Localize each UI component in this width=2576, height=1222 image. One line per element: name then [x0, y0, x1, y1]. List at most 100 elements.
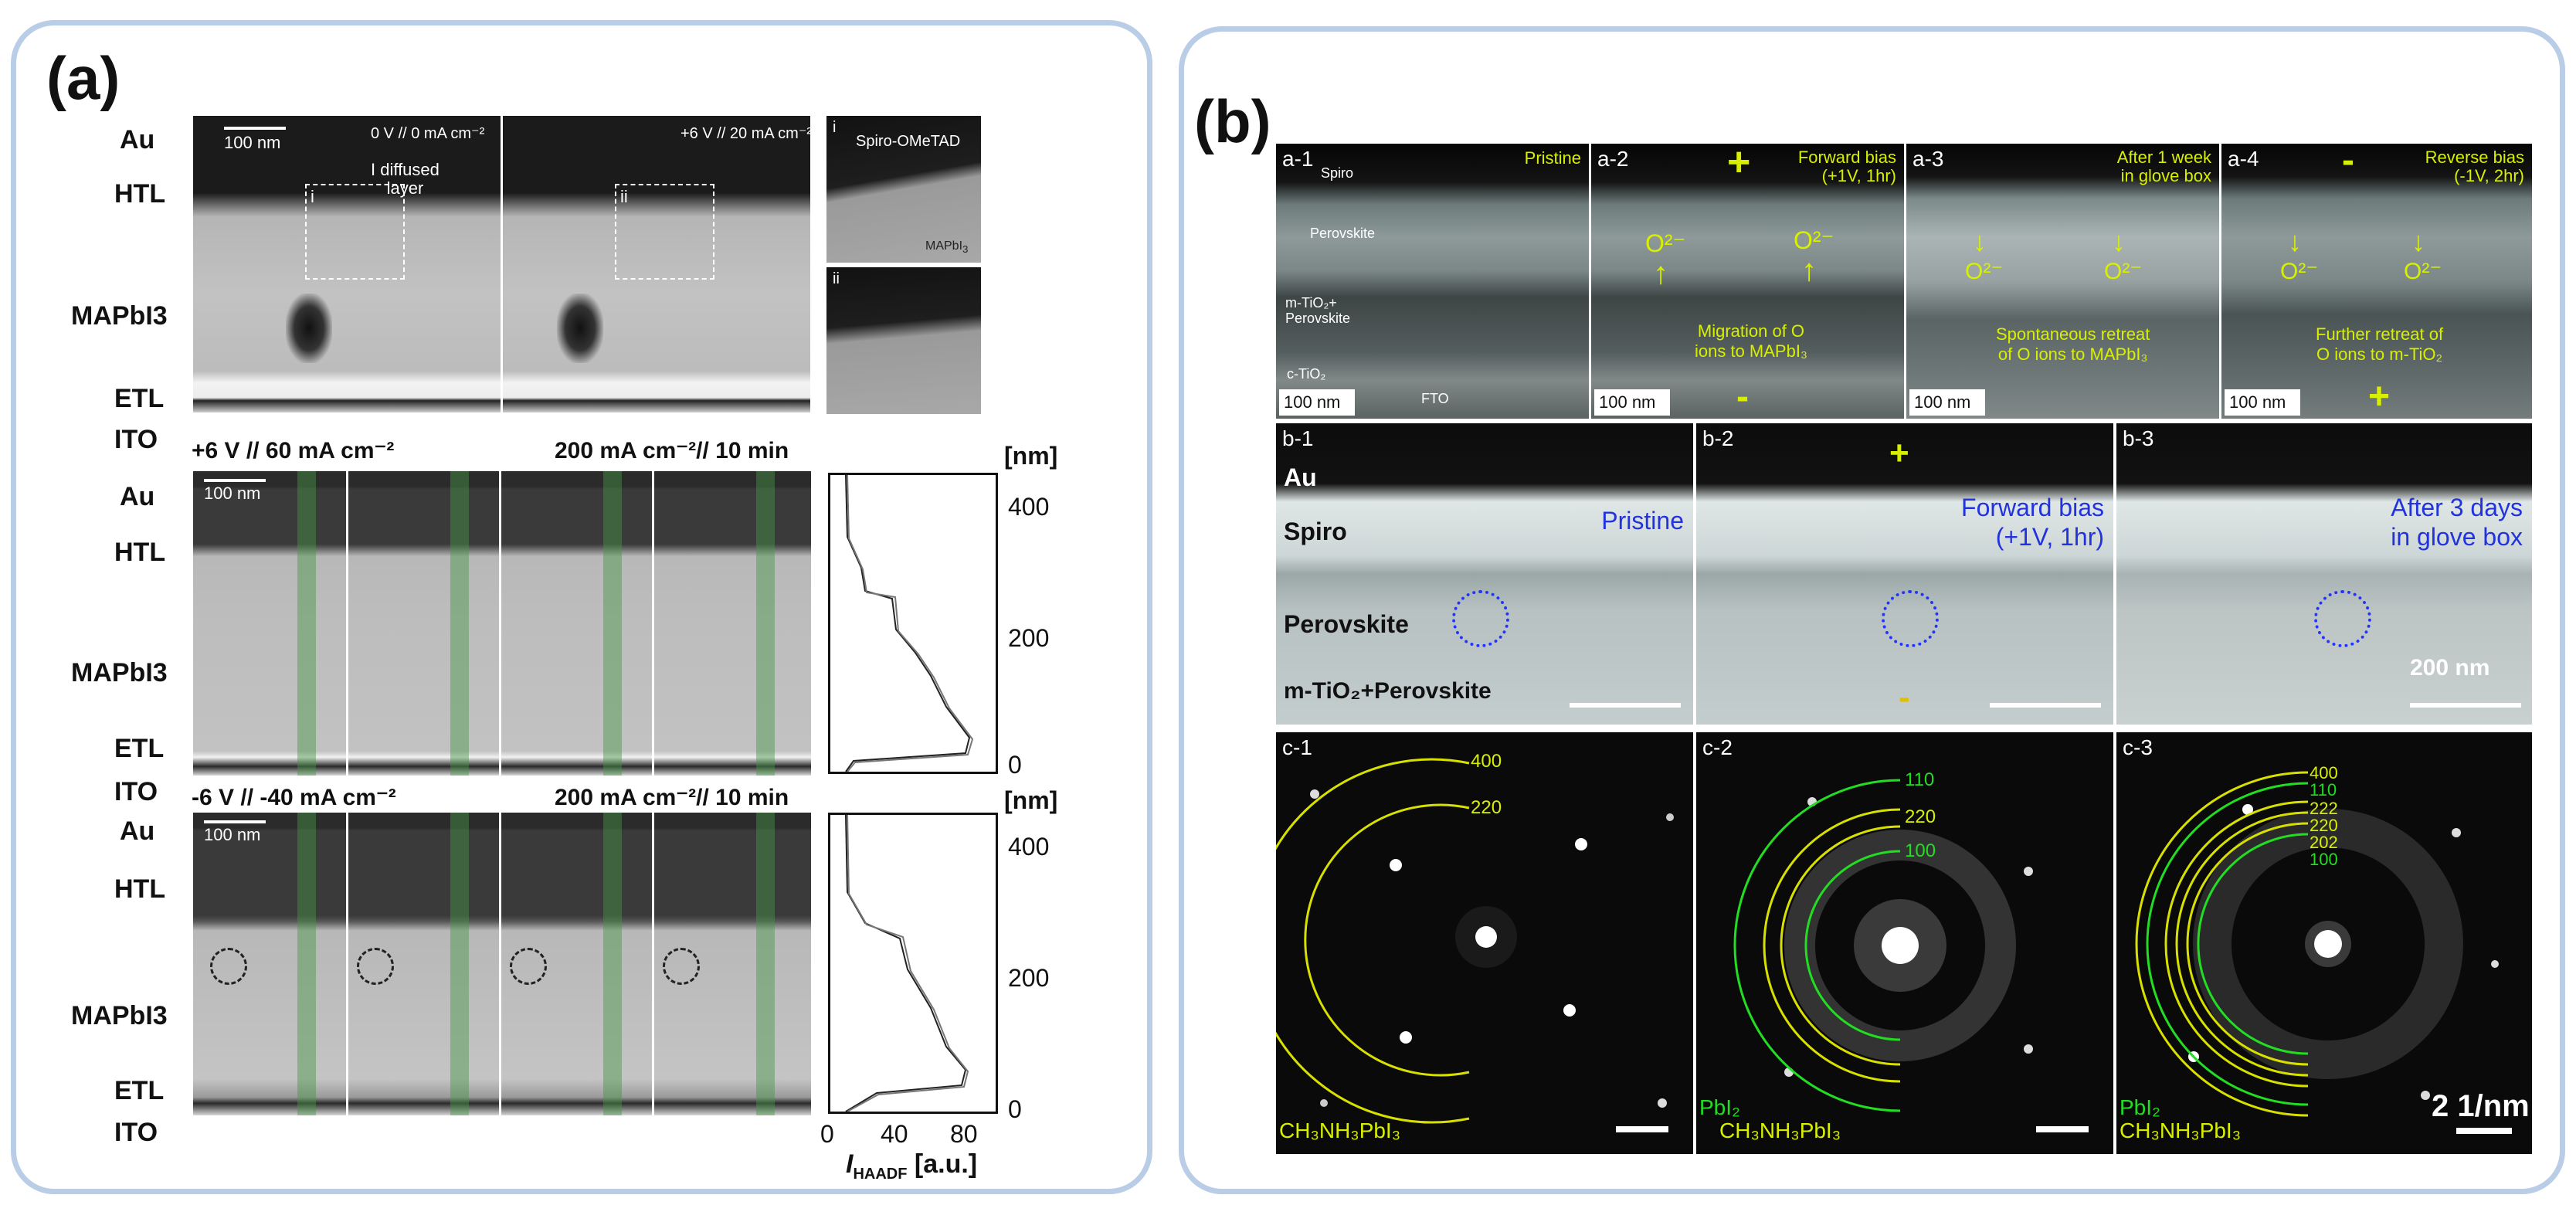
- x-axis-label: IHAADF [a.u.]: [846, 1149, 978, 1183]
- tem-image-top-right: ii +6 V // 20 mA cm⁻²: [503, 116, 810, 412]
- layer-label-au-top: Au: [120, 125, 155, 154]
- x-tick-label: 40: [881, 1120, 908, 1148]
- condition-label: 0 V // 0 mA cm⁻²: [371, 125, 485, 142]
- layer-label-ito-top: ITO: [114, 425, 158, 454]
- sem-image-a1: a-1 Pristine Spiro Perovskite m-TiO₂+ Pe…: [1276, 144, 1589, 419]
- void-dark-region: [557, 294, 603, 363]
- tem-image-top-left: i 100 nm 0 V // 0 mA cm⁻² I diffused laye…: [193, 116, 501, 412]
- scale-label: 100 nm: [2229, 392, 2286, 412]
- inset-image-i: i Spiro-OMeTAD MAPbI3: [826, 116, 981, 263]
- up-arrow-icon: ↑: [1653, 256, 1668, 290]
- layer-label-mapbi-bot: MAPbI3: [71, 1001, 168, 1030]
- panel-a-letter: (a): [46, 44, 120, 112]
- sub-panel-id: a-4: [2228, 147, 2259, 171]
- ring-index-label: 220: [1471, 797, 1502, 818]
- condition-label: +6 V // 20 mA cm⁻²: [680, 125, 810, 142]
- frame-divider: [652, 813, 654, 1115]
- sub-panel-id: c-1: [1282, 735, 1312, 759]
- oxygen-ion-label: O²⁻: [1965, 259, 2004, 284]
- diffraction-c1: c-1 400 220 CH₃NH₃PbI₃: [1276, 732, 1693, 1154]
- scale-label: 100 nm: [204, 825, 261, 844]
- caption-after-1-week: After 1 week in glove box: [2116, 148, 2211, 185]
- layer-label-htl-top: HTL: [114, 179, 166, 209]
- void-marker-circle: [510, 948, 547, 985]
- ring-index-label: 100: [1905, 840, 1936, 861]
- bottom-condition-left: -6 V // -40 mA cm⁻²: [192, 785, 396, 810]
- line-profile-strip: [603, 471, 622, 776]
- y-axis-unit: [nm]: [1004, 442, 1058, 470]
- frame-divider: [346, 813, 348, 1115]
- layer-label-au-bot: Au: [120, 816, 155, 846]
- region-label-i: i: [311, 187, 314, 206]
- minus-sign: -: [1736, 376, 1749, 417]
- scale-bar: [204, 820, 266, 823]
- scale-label: 200 nm: [2410, 655, 2490, 681]
- scale-bar: [1570, 703, 1681, 708]
- layer-label-ito-mid: ITO: [114, 777, 158, 806]
- tem-strip-bottom: 100 nm: [193, 813, 811, 1115]
- frame-divider: [346, 471, 348, 776]
- scale-bar: [224, 127, 286, 130]
- region-label-ii: ii: [620, 187, 628, 206]
- y-axis-unit: [nm]: [1004, 786, 1058, 814]
- layer-label-au: Au: [1284, 463, 1317, 491]
- scale-label: 100 nm: [224, 133, 281, 152]
- haadf-profile-middle: [828, 473, 998, 774]
- diffraction-c3: c-3 400 110 222 220 202 100 PbI₂ CH₃NH₃P…: [2116, 732, 2532, 1154]
- sub-panel-id: b-2: [1702, 426, 1734, 450]
- sub-panel-id: c-2: [1702, 735, 1733, 759]
- layer-label-etl-mid: ETL: [114, 734, 165, 763]
- ring-index-label: 400: [1471, 751, 1502, 772]
- void-marker-circle: [663, 948, 700, 985]
- scale-bar: [204, 479, 266, 482]
- haadf-profile-curve: [845, 815, 969, 1112]
- layer-label-ito-bot: ITO: [114, 1118, 158, 1147]
- phase-label-pbi2: PbI₂: [2120, 1095, 2160, 1119]
- sem-image-a4: a-4 - Reverse bias (-1V, 2hr) ↓ ↓ O²⁻ O²⁻…: [2221, 144, 2532, 419]
- layer-label-htl-bot: HTL: [114, 874, 166, 904]
- down-arrow-icon: ↓: [2288, 226, 2302, 257]
- line-profile-strip: [450, 813, 469, 1115]
- oxygen-ion-label: O²⁻: [2404, 259, 2442, 284]
- minus-sign: -: [2342, 144, 2354, 181]
- tem-strip-middle: 100 nm: [193, 471, 811, 776]
- layer-label-au-mid: Au: [120, 482, 155, 511]
- sem-image-a3: a-3 After 1 week in glove box ↓ ↓ O²⁻ O²⁻…: [1906, 144, 2219, 419]
- bottom-condition-right: 200 mA cm⁻²// 10 min: [555, 785, 789, 810]
- phase-label-mapbi: CH₃NH₃PbI₃: [2120, 1118, 2242, 1142]
- scale-bar-box: [1279, 389, 1355, 416]
- up-arrow-icon: ↑: [1801, 253, 1817, 287]
- frame-divider: [652, 471, 654, 776]
- plus-sign: +: [1889, 434, 1909, 472]
- highlight-circle: [2314, 590, 2371, 647]
- middle-condition-left: +6 V // 60 mA cm⁻²: [192, 438, 395, 463]
- diffused-region-box: [615, 184, 714, 280]
- diffraction-rings: [1733, 779, 2033, 1112]
- oxygen-ion-label: O²⁻: [2104, 259, 2143, 284]
- line-profile-strip: [756, 471, 775, 776]
- scale-bar-box: [2225, 389, 2300, 416]
- scale-bar: [1616, 1126, 1668, 1132]
- line-profile-strip: [450, 471, 469, 776]
- layer-label-spiro: Spiro: [1321, 165, 1354, 181]
- ring-index-label: 220: [2310, 816, 2338, 835]
- ring-index-label: 100: [2310, 850, 2338, 869]
- minus-sign: -: [1899, 678, 1910, 716]
- layer-label-perovskite: Perovskite: [1284, 610, 1409, 638]
- sub-panel-id: a-3: [1912, 147, 1944, 171]
- diffraction-rings: [2135, 771, 2499, 1117]
- scale-bar: [1990, 703, 2101, 708]
- haadf-profile-bottom: [828, 813, 998, 1114]
- y-tick-label: 0: [1008, 751, 1022, 779]
- plus-sign: +: [1727, 144, 1751, 185]
- frame-divider: [499, 813, 501, 1115]
- scale-bar: [2456, 1128, 2512, 1134]
- layer-label-spiro: Spiro: [1284, 518, 1347, 545]
- layer-label-mapbi-top: MAPbI3: [71, 301, 168, 331]
- sub-panel-id: b-3: [2123, 426, 2154, 450]
- middle-condition-right: 200 mA cm⁻²// 10 min: [555, 438, 789, 463]
- line-profile-strip: [756, 813, 775, 1115]
- layer-label-mtio2: m-TiO₂+: [1285, 295, 1337, 311]
- diffused-layer-label: I diffused layer: [371, 160, 440, 198]
